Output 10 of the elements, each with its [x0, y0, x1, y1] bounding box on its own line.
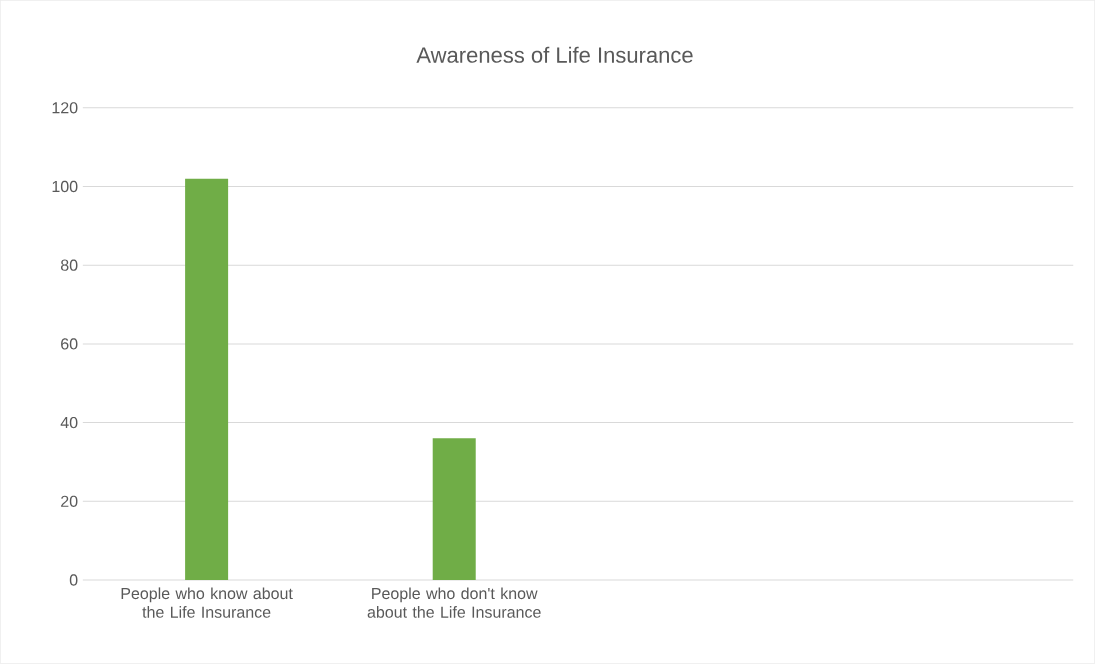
- y-tick-label: 60: [61, 338, 78, 350]
- y-tick-label: 120: [52, 102, 78, 114]
- y-tick-label: 100: [52, 180, 78, 193]
- y-tick-label: 0: [69, 574, 78, 586]
- y-tick-label: 20: [61, 495, 78, 508]
- x-tick-label: People who don't know about the Life Insurance: [367, 587, 541, 618]
- y-tick-label: 40: [60, 417, 78, 429]
- x-tick-label: People who know about the Life Insurance: [121, 587, 293, 618]
- y-tick-label: 80: [60, 259, 78, 271]
- chart-title: Awareness of Life Insurance: [416, 46, 693, 63]
